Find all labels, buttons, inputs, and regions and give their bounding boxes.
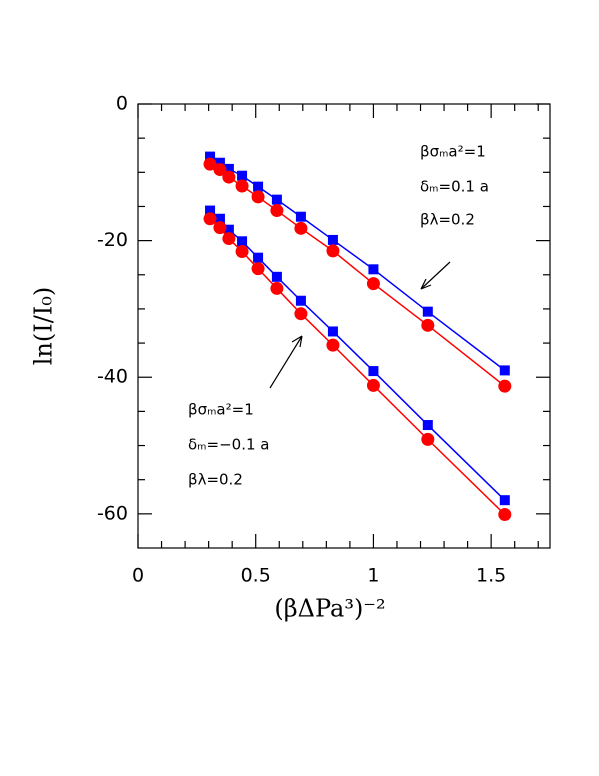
annotation: δₘ=0.1 a	[420, 178, 489, 196]
arrow	[269, 335, 303, 389]
marker	[213, 221, 227, 235]
marker	[368, 264, 379, 275]
marker	[214, 157, 225, 168]
marker	[499, 495, 510, 506]
marker	[271, 194, 282, 205]
annotation: βσₘa²=1	[420, 143, 486, 161]
marker	[251, 262, 265, 276]
marker	[294, 307, 308, 321]
marker	[368, 366, 379, 377]
marker	[205, 151, 216, 162]
marker	[270, 281, 284, 295]
annotation: βλ=0.2	[420, 211, 475, 229]
x-tick-label: 1.5	[476, 565, 506, 587]
series-line	[209, 218, 506, 516]
marker	[366, 378, 380, 392]
marker	[366, 277, 380, 291]
marker	[498, 508, 512, 522]
marker	[223, 163, 234, 174]
marker	[421, 318, 435, 332]
marker	[295, 211, 306, 222]
marker	[422, 420, 433, 431]
marker	[327, 326, 338, 337]
y-axis-label: ln(I/I₀)	[30, 287, 58, 366]
x-tick-label: 1	[367, 565, 379, 587]
marker	[422, 306, 433, 317]
marker	[203, 157, 217, 171]
marker	[213, 163, 227, 177]
y-tick-label: -60	[97, 502, 128, 524]
arrow-head	[420, 278, 432, 290]
marker	[327, 234, 338, 245]
x-tick-label: 0.5	[241, 565, 271, 587]
marker	[253, 181, 264, 192]
marker	[222, 170, 236, 184]
annotation: δₘ=−0.1 a	[188, 436, 269, 454]
annotation: βλ=0.2	[188, 471, 243, 489]
marker	[326, 338, 340, 352]
marker	[294, 221, 308, 235]
marker	[326, 244, 340, 258]
arrow	[420, 261, 451, 290]
marker	[235, 179, 249, 193]
y-tick-label: 0	[116, 93, 128, 115]
marker	[253, 252, 264, 263]
marker	[499, 365, 510, 376]
marker	[271, 271, 282, 282]
x-axis-label: (βΔPa³)⁻²	[274, 595, 385, 623]
marker	[251, 190, 265, 204]
marker	[203, 212, 217, 226]
marker	[235, 245, 249, 259]
marker	[237, 236, 248, 247]
plot-frame	[137, 103, 551, 549]
marker	[270, 204, 284, 218]
y-tick-label: -40	[97, 366, 128, 388]
annotation: βσₘa²=1	[188, 401, 254, 419]
marker	[498, 379, 512, 393]
marker	[237, 170, 248, 181]
x-tick-label: 0	[132, 565, 144, 587]
marker	[421, 432, 435, 446]
marker	[214, 213, 225, 224]
marker	[223, 224, 234, 235]
arrow-head	[291, 335, 303, 348]
marker	[205, 205, 216, 216]
y-tick-label: -20	[97, 229, 128, 251]
marker	[295, 295, 306, 306]
arrows	[269, 261, 451, 389]
marker	[222, 232, 236, 246]
